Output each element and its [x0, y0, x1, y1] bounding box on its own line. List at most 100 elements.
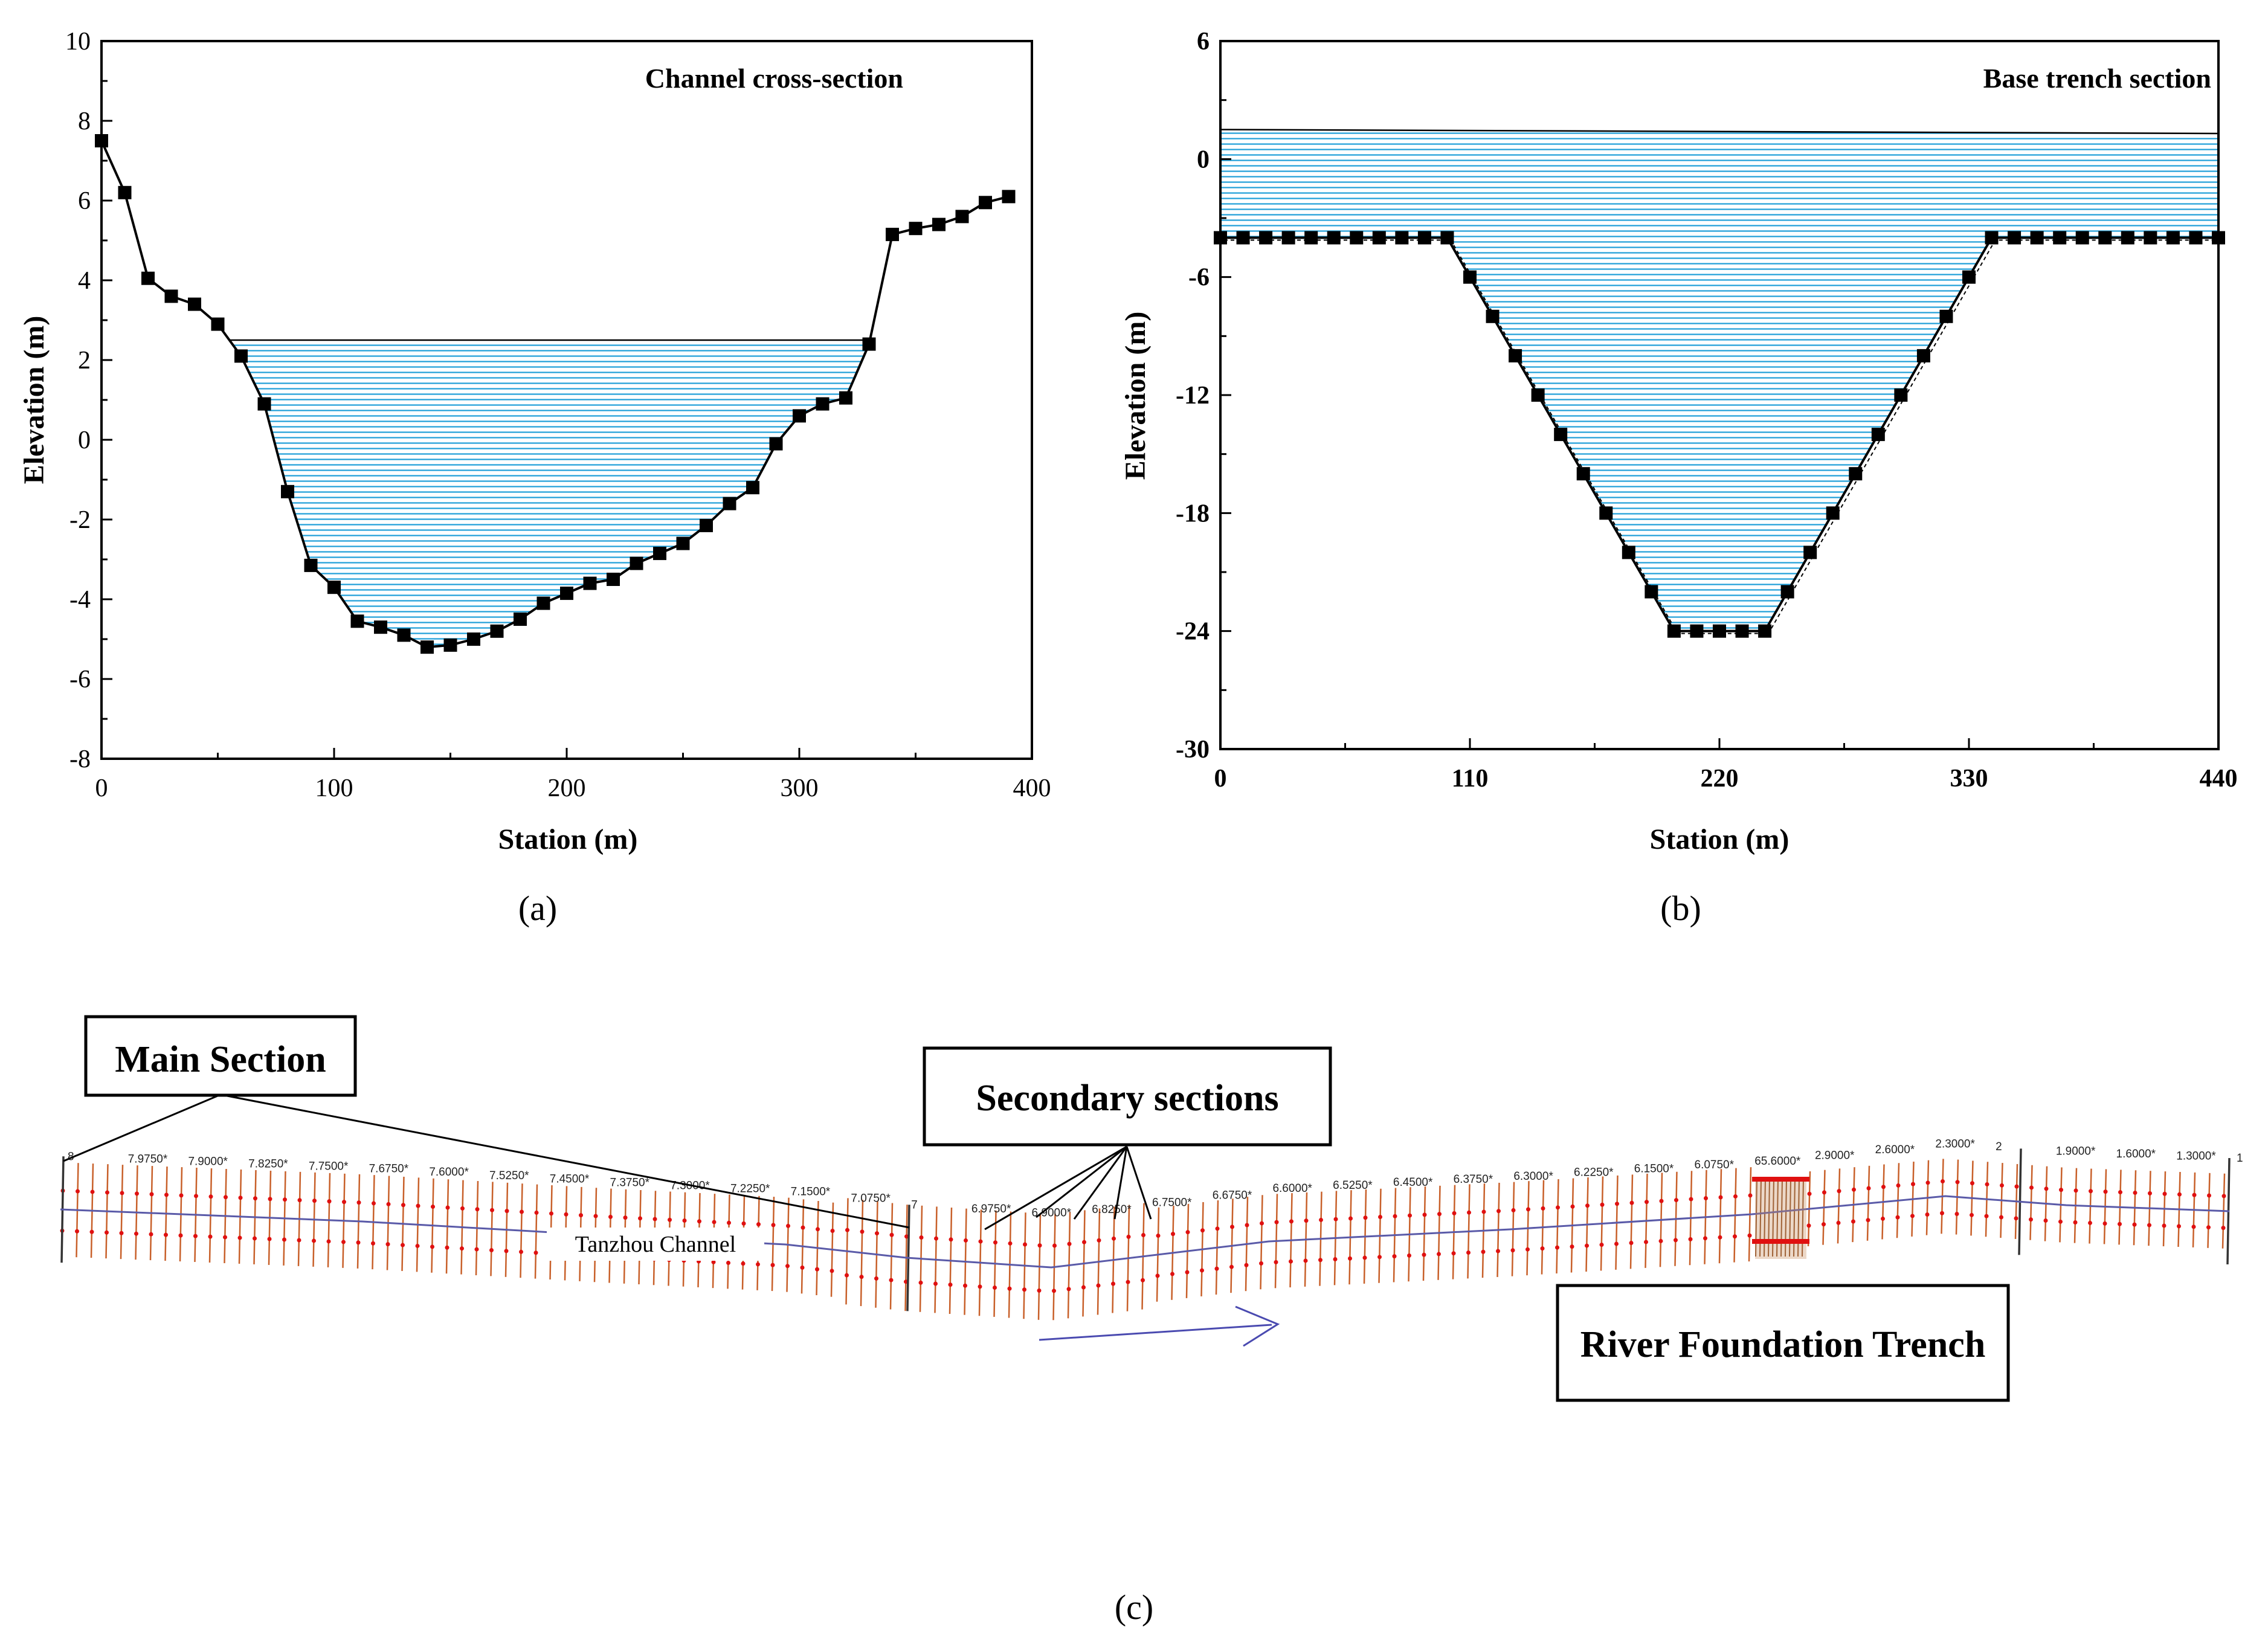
data-point: [1803, 546, 1817, 559]
data-point: [374, 620, 387, 634]
section-label: 6.1500*: [1634, 1162, 1674, 1175]
data-point: [2121, 231, 2134, 245]
data-point: [723, 497, 736, 510]
section-label: 7.8250*: [248, 1157, 288, 1170]
section-node: [1718, 1235, 1722, 1240]
section-node: [638, 1216, 642, 1221]
section-node: [1556, 1205, 1560, 1210]
section-node: [1156, 1234, 1161, 1238]
section-node: [1644, 1240, 1648, 1244]
data-point: [2075, 231, 2089, 245]
section-node: [1111, 1281, 1115, 1286]
section-node: [1393, 1214, 1397, 1218]
chart-a-ylabel: Elevation (m): [18, 316, 50, 484]
section-node: [845, 1273, 849, 1278]
section-label: 1.3000*: [2176, 1150, 2216, 1163]
section-node: [1185, 1230, 1190, 1235]
section-node: [341, 1240, 346, 1244]
section-node: [1362, 1255, 1367, 1260]
section-node: [1940, 1211, 1944, 1215]
section-node: [1067, 1241, 1072, 1246]
section-node: [2073, 1220, 2078, 1225]
section-node: [1970, 1181, 1974, 1186]
section-node: [1348, 1216, 1353, 1221]
section-node: [1230, 1225, 1234, 1229]
section-node: [2102, 1221, 2107, 1226]
section-node: [1466, 1250, 1471, 1255]
section-node: [978, 1239, 983, 1244]
chart-a-water-fill: [229, 339, 870, 648]
section-node: [1881, 1185, 1886, 1189]
data-point: [95, 134, 108, 147]
chart-a-series: [95, 134, 1016, 654]
data-point: [1780, 585, 1794, 599]
section-node: [711, 1260, 716, 1264]
data-point: [281, 484, 294, 498]
section-node: [430, 1244, 434, 1249]
profile-line: [100, 140, 1009, 649]
data-point: [1758, 624, 1772, 638]
section-node: [1422, 1252, 1426, 1257]
svg-text:Secondary sections: Secondary sections: [976, 1078, 1278, 1119]
data-point: [514, 613, 527, 626]
section-node: [1333, 1217, 1338, 1221]
section-node: [489, 1247, 494, 1252]
section-node: [401, 1243, 405, 1247]
section-node: [1895, 1215, 1900, 1220]
data-point: [1327, 231, 1341, 245]
data-point: [1667, 624, 1681, 638]
section-node: [1941, 1179, 1945, 1184]
section-node: [978, 1284, 982, 1289]
section-node: [1955, 1180, 1960, 1185]
section-node: [1658, 1238, 1663, 1243]
section-node: [1171, 1232, 1175, 1237]
chart-panel-b: 0 110 220 330 440 -30 -24 -18 -12 -6 0 6 Base trenc…: [1120, 28, 2238, 928]
section-node: [1318, 1258, 1322, 1263]
data-point: [1690, 624, 1704, 638]
chart-a-title: Channel cross-section: [645, 63, 903, 94]
section-node: [785, 1264, 790, 1269]
section-node: [520, 1209, 524, 1214]
section-node: [1910, 1214, 1915, 1218]
section-node: [2132, 1222, 2137, 1227]
section-node: [1585, 1243, 1589, 1248]
data-point: [1962, 270, 1976, 284]
callout-river-foundation-trench: River Foundation Trench: [1556, 1284, 2010, 1402]
x-tick-label: 110: [1452, 765, 1489, 793]
section-node: [1185, 1270, 1190, 1275]
section-node: [1984, 1214, 1989, 1218]
section-label: 7.7500*: [309, 1160, 349, 1173]
section-label: 7: [911, 1199, 918, 1211]
section-node: [770, 1263, 775, 1267]
chart-b-water-fill: [1220, 129, 2219, 631]
section-node: [1333, 1257, 1338, 1261]
section-node: [2029, 1217, 2033, 1222]
section-node: [1748, 1193, 1753, 1198]
data-point: [560, 587, 573, 600]
section-node: [1408, 1213, 1412, 1218]
x-tick-label: 400: [1013, 774, 1051, 802]
section-label: 7.9000*: [188, 1155, 228, 1168]
section-node: [1925, 1212, 1930, 1217]
section-node: [726, 1260, 730, 1265]
data-point: [350, 614, 364, 628]
data-point: [932, 217, 946, 231]
data-point: [1236, 231, 1250, 245]
data-point: [1849, 467, 1863, 481]
section-node: [1703, 1236, 1707, 1241]
section-node: [1674, 1198, 1678, 1203]
section-node: [2058, 1219, 2063, 1224]
section-node: [504, 1249, 509, 1254]
data-point: [2053, 231, 2067, 245]
section-labels: 8 7.9750* 7.9000* 7.8250* 7.7500* 7.6750* 7.60…: [68, 1138, 2243, 1220]
section-node: [2014, 1184, 2019, 1189]
y-tick-label: 0: [78, 426, 91, 454]
section-node: [652, 1217, 657, 1221]
section-node: [385, 1242, 390, 1247]
section-node: [1214, 1266, 1219, 1271]
section-node: [208, 1194, 213, 1199]
section-node: [993, 1286, 997, 1290]
section-label: 6.6750*: [1213, 1189, 1252, 1202]
section-node: [1081, 1285, 1086, 1290]
section-node: [1645, 1200, 1649, 1205]
